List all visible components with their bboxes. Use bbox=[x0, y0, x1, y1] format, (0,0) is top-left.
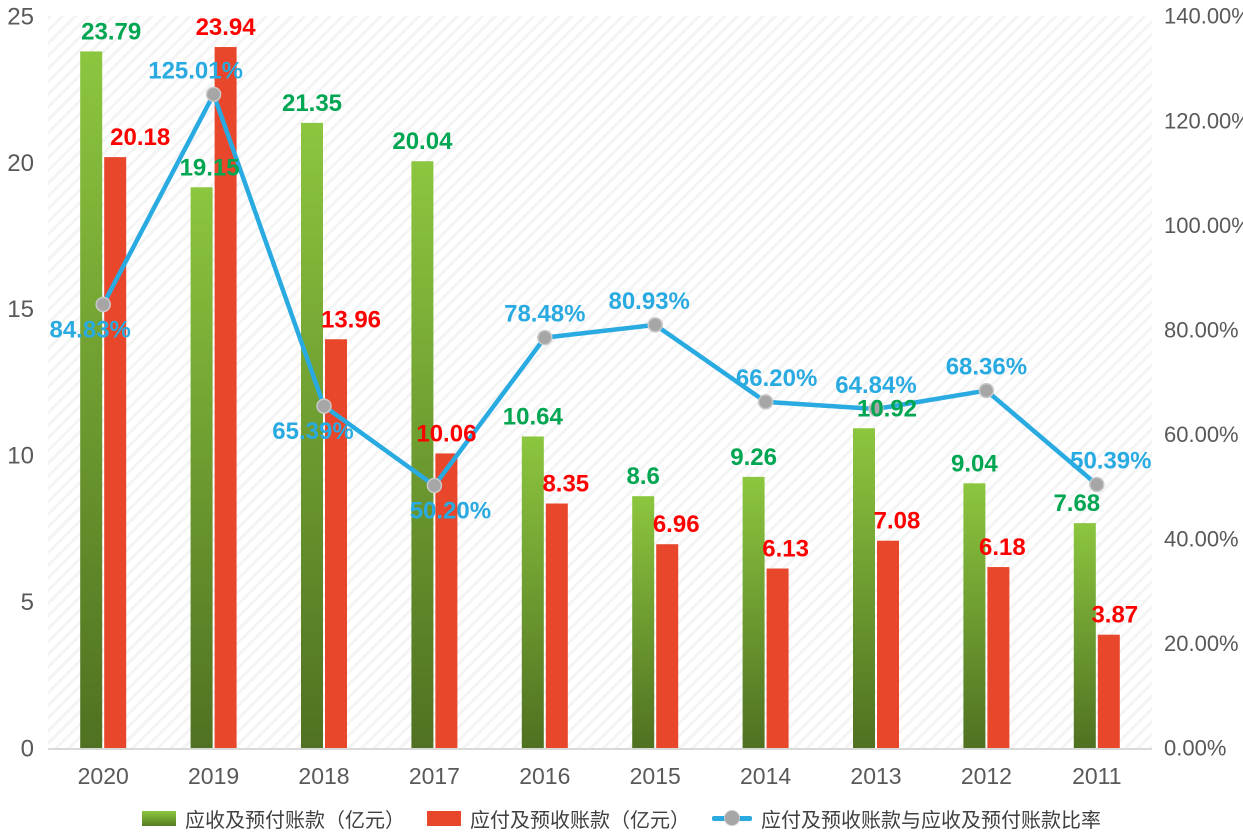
ratio-line bbox=[100, 92, 1100, 488]
payables-value-label-2013: 7.08 bbox=[874, 508, 921, 535]
x-axis-label-2014: 2014 bbox=[740, 763, 791, 789]
payables-value-label-2018: 13.96 bbox=[321, 306, 381, 333]
bar-payables-2015 bbox=[656, 544, 679, 748]
ratio-value-label-2011: 50.39% bbox=[1070, 448, 1151, 475]
receivables-value-label-2020: 23.79 bbox=[81, 18, 141, 45]
legend-label-receivables: 应收及预付账款（亿元） bbox=[185, 809, 405, 832]
bar-receivables-2015 bbox=[632, 496, 655, 748]
left-axis-tick-20: 20 bbox=[7, 150, 34, 177]
left-axis-tick-25: 25 bbox=[7, 3, 34, 30]
receivables-value-label-2019: 19.15 bbox=[180, 154, 240, 181]
bar-receivables-2017 bbox=[411, 161, 434, 748]
bar-receivables-2018 bbox=[301, 122, 323, 748]
right-axis-tick-60.00%: 60.00% bbox=[1164, 422, 1239, 447]
legend-green-bar-swatch-icon bbox=[142, 810, 176, 826]
receivables-value-label-2015: 8.6 bbox=[627, 463, 660, 490]
bar-payables-2016 bbox=[545, 503, 568, 748]
ratio-marker-2011 bbox=[1089, 476, 1105, 493]
legend-item-receivables: 应收及预付账款（亿元） bbox=[142, 804, 405, 833]
legend-line-dot-icon bbox=[724, 810, 740, 826]
bar-receivables-2011 bbox=[1073, 523, 1096, 748]
ratio-marker-2014 bbox=[757, 394, 774, 410]
ratio-marker-2020 bbox=[95, 296, 111, 313]
bar-payables-2011 bbox=[1097, 634, 1120, 748]
x-axis-label-2020: 2020 bbox=[78, 763, 129, 789]
receivables-value-label-2016: 10.64 bbox=[503, 403, 564, 430]
ratio-value-label-2020: 84.83% bbox=[49, 316, 130, 343]
ratio-value-label-2013: 64.84% bbox=[835, 372, 916, 399]
ratio-marker-2019 bbox=[205, 86, 222, 103]
receivables-value-label-2014: 9.26 bbox=[730, 444, 777, 471]
bar-payables-2019 bbox=[214, 47, 237, 748]
x-axis-label-2017: 2017 bbox=[409, 763, 460, 789]
x-axis-label-2019: 2019 bbox=[188, 763, 239, 789]
bar-receivables-2019 bbox=[190, 187, 213, 749]
ratio-value-label-2018: 65.39% bbox=[272, 418, 353, 445]
bar-receivables-2020 bbox=[80, 51, 103, 749]
bar-receivables-2016 bbox=[521, 436, 544, 748]
bar-payables-2018 bbox=[325, 339, 347, 748]
payables-value-label-2011: 3.87 bbox=[1091, 602, 1138, 629]
ratio-value-label-2012: 68.36% bbox=[946, 354, 1027, 381]
payables-value-label-2015: 6.96 bbox=[653, 511, 700, 538]
x-axis-label-2018: 2018 bbox=[298, 763, 349, 789]
right-axis-tick-120.00%: 120.00% bbox=[1164, 108, 1243, 133]
left-axis-tick-10: 10 bbox=[7, 443, 34, 470]
ratio-value-label-2015: 80.93% bbox=[608, 288, 689, 315]
payables-value-label-2019: 23.94 bbox=[196, 14, 257, 41]
legend-red-bar-swatch-icon bbox=[427, 810, 461, 826]
ratio-marker-2013 bbox=[868, 401, 884, 417]
left-axis-tick-0: 0 bbox=[21, 735, 34, 762]
ratio-marker-2015 bbox=[647, 317, 663, 333]
receivables-value-label-2011: 7.68 bbox=[1053, 490, 1100, 517]
legend-line-marker-icon bbox=[712, 810, 752, 826]
ratio-marker-2012 bbox=[978, 382, 995, 399]
legend-item-ratio: 应付及预收账款与应收及预付账款比率 bbox=[712, 804, 1101, 833]
bar-receivables-2014 bbox=[742, 476, 765, 748]
left-axis-tick-15: 15 bbox=[7, 296, 34, 323]
receivables-value-label-2013: 10.92 bbox=[857, 395, 917, 422]
receivables-value-label-2018: 21.35 bbox=[282, 90, 342, 117]
x-axis-label-2015: 2015 bbox=[630, 763, 681, 789]
left-axis-tick-5: 5 bbox=[21, 589, 34, 616]
x-axis-label-2016: 2016 bbox=[519, 763, 570, 789]
ratio-value-label-2016: 78.48% bbox=[504, 301, 585, 328]
payables-value-label-2014: 6.13 bbox=[762, 536, 809, 563]
payables-value-label-2012: 6.18 bbox=[979, 534, 1026, 561]
right-axis-tick-100.00%: 100.00% bbox=[1164, 213, 1243, 238]
x-axis-label-2011: 2011 bbox=[1072, 763, 1121, 789]
receivables-value-label-2012: 9.04 bbox=[951, 450, 998, 477]
right-axis-tick-40.00%: 40.00% bbox=[1164, 527, 1239, 552]
bar-payables-2012 bbox=[987, 567, 1010, 748]
bar-payables-2014 bbox=[766, 568, 789, 748]
x-axis-label-2013: 2013 bbox=[850, 763, 901, 789]
ratio-marker-2018 bbox=[316, 398, 332, 414]
ratio-marker-2016 bbox=[537, 329, 553, 346]
right-axis-tick-20.00%: 20.00% bbox=[1164, 631, 1239, 656]
legend-item-payables: 应付及预收账款（亿元） bbox=[427, 804, 690, 833]
payables-value-label-2016: 8.35 bbox=[542, 471, 589, 498]
x-axis-label-2012: 2012 bbox=[961, 763, 1012, 789]
payables-value-label-2017: 10.06 bbox=[416, 420, 476, 447]
receivables-value-label-2017: 20.04 bbox=[392, 128, 453, 155]
bar-receivables-2012 bbox=[963, 483, 986, 748]
legend-label-ratio: 应付及预收账款与应收及预付账款比率 bbox=[761, 809, 1101, 832]
right-axis-tick-140.00%: 140.00% bbox=[1164, 4, 1243, 29]
ratio-value-label-2019: 125.01% bbox=[148, 57, 243, 84]
legend: 应收及预付账款（亿元） 应付及预收账款（亿元） 应付及预收账款与应收及预付账款比… bbox=[0, 802, 1243, 834]
ratio-value-label-2014: 66.20% bbox=[736, 365, 817, 392]
bar-payables-2017 bbox=[435, 453, 458, 748]
right-axis-tick-0.00%: 0.00% bbox=[1164, 736, 1226, 761]
bar-payables-2013 bbox=[877, 540, 899, 748]
bar-payables-2020 bbox=[104, 157, 127, 749]
bar-receivables-2013 bbox=[853, 428, 875, 748]
legend-label-payables: 应付及预收账款（亿元） bbox=[470, 809, 690, 832]
right-axis-tick-80.00%: 80.00% bbox=[1164, 317, 1239, 342]
payables-value-label-2020: 20.18 bbox=[110, 124, 170, 151]
ratio-value-label-2017: 50.20% bbox=[410, 498, 491, 525]
ratio-marker-2017 bbox=[426, 477, 443, 494]
